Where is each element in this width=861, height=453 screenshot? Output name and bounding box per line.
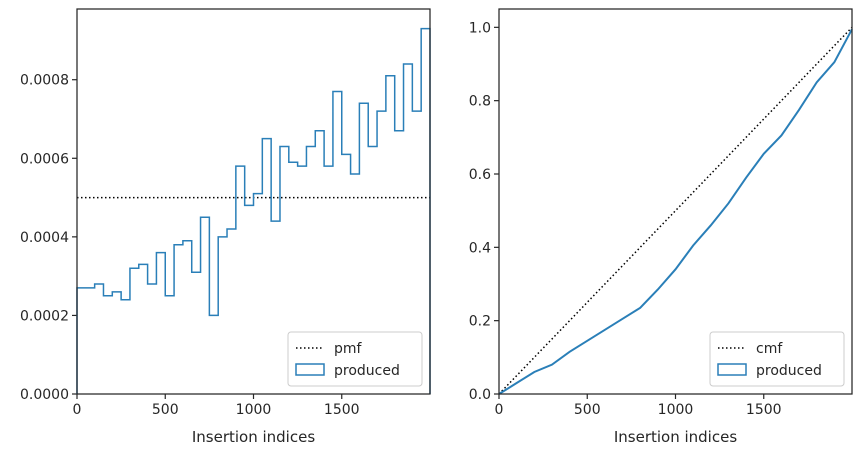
legend-produced-swatch <box>295 363 325 376</box>
cmf-line-panel: 0 500 1000 1500 0.0 0.2 0.4 0.6 0.8 1.0 Insertion… <box>469 8 853 446</box>
y-tick-label: 0.0006 <box>20 151 69 167</box>
x-tick-label: 500 <box>574 402 601 418</box>
left-tick-labels: 0 500 1000 1500 0.0000 0.0002 0.0004 0.0006 0.00… <box>20 73 360 418</box>
legend-produced-label: produced <box>334 363 400 379</box>
y-tick-label: 0.4 <box>469 240 491 256</box>
right-tick-group <box>494 26 765 399</box>
right-legend: cmf produced <box>709 331 845 387</box>
right-x-axis-label: Insertion indices <box>614 428 737 446</box>
left-axes-frame <box>76 8 431 395</box>
y-tick-label: 0.0008 <box>20 73 69 89</box>
produced-histogram-step <box>76 27 431 394</box>
x-tick-label: 0 <box>73 402 82 418</box>
right-legend-box <box>709 331 845 387</box>
produced-cumulative-line <box>498 28 853 395</box>
right-tick-labels: 0 500 1000 1500 0.0 0.2 0.4 0.6 0.8 1.0 <box>469 20 782 418</box>
left-legend-box <box>287 331 423 387</box>
x-tick-label: 1500 <box>746 402 782 418</box>
y-tick-label: 0.0002 <box>20 308 69 324</box>
left-legend: pmf produced <box>287 331 423 387</box>
x-tick-label: 0 <box>495 402 504 418</box>
y-tick-label: 1.0 <box>469 20 491 36</box>
x-tick-label: 1000 <box>236 402 272 418</box>
x-tick-label: 1000 <box>658 402 694 418</box>
legend-produced-swatch <box>717 363 747 376</box>
y-tick-label: 0.6 <box>469 167 491 183</box>
legend-pmf-label: pmf <box>334 341 363 357</box>
x-tick-label: 1500 <box>324 402 360 418</box>
y-tick-label: 0.0000 <box>20 387 69 403</box>
cmf-reference-line <box>498 26 853 395</box>
legend-cmf-label: cmf <box>756 341 783 357</box>
right-axes-frame <box>498 8 853 395</box>
y-tick-label: 0.0004 <box>20 230 69 246</box>
legend-produced-label: produced <box>756 363 822 379</box>
left-x-axis-label: Insertion indices <box>192 428 315 446</box>
x-tick-label: 500 <box>152 402 179 418</box>
y-tick-label: 0.8 <box>469 94 491 110</box>
left-tick-group <box>72 79 343 399</box>
y-tick-label: 0.0 <box>469 387 491 403</box>
pmf-histogram-panel: 0 500 1000 1500 0.0000 0.0002 0.0004 0.0006 0.00… <box>20 8 431 446</box>
y-tick-label: 0.2 <box>469 314 491 330</box>
